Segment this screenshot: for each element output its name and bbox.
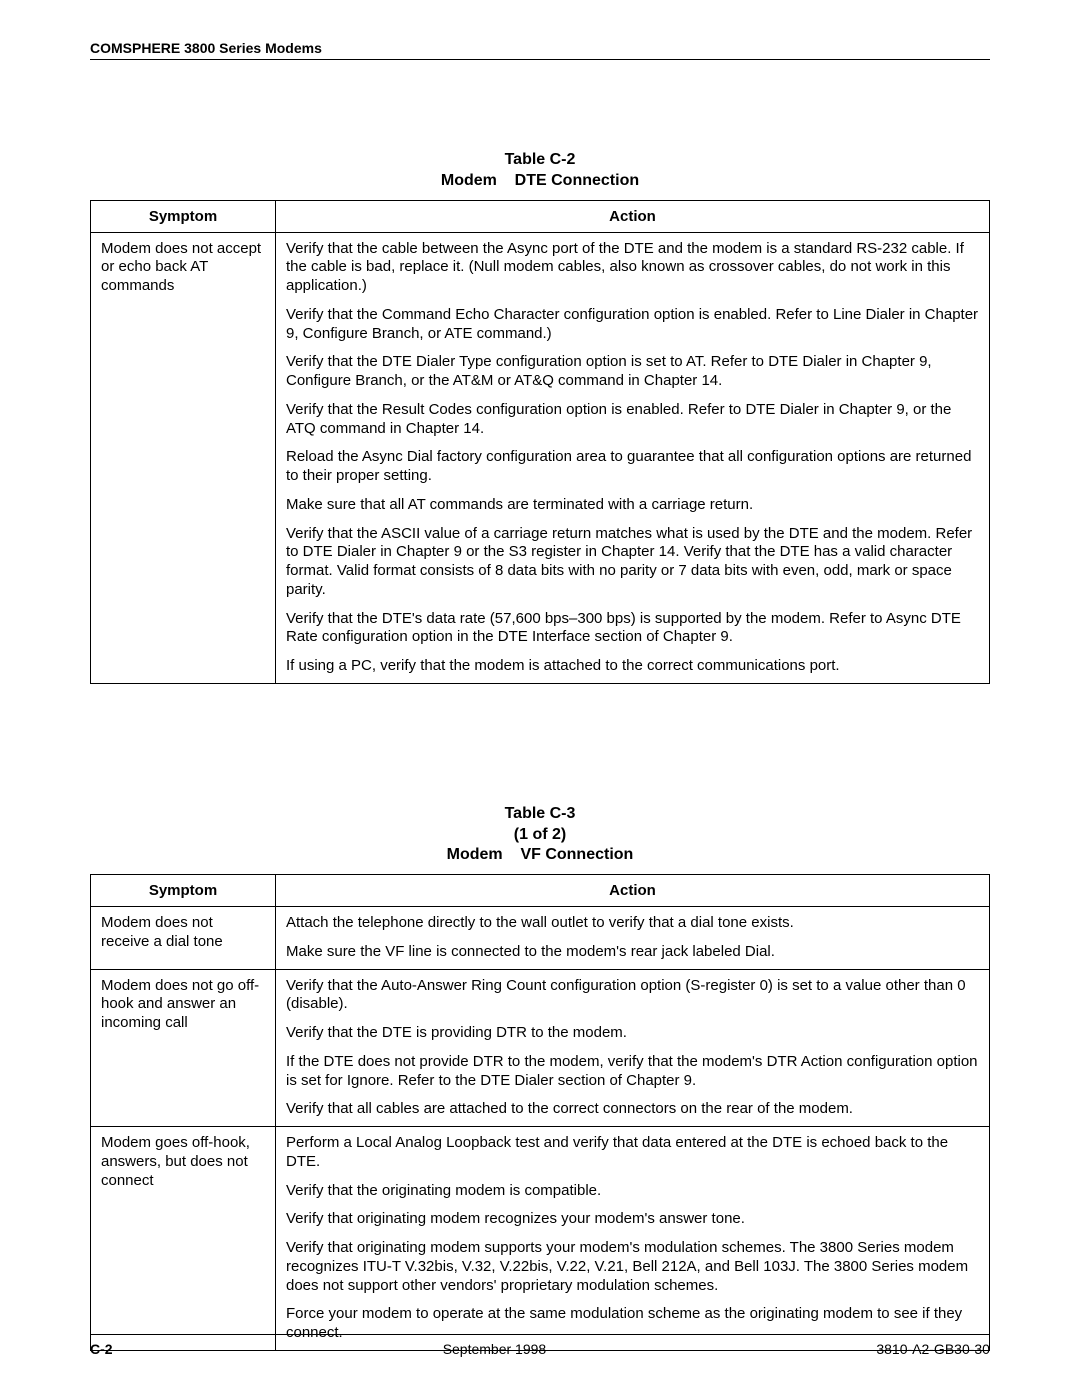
action-item: Make sure that all AT commands are termi…	[286, 496, 979, 515]
table-c3-title: Table C-3 (1 of 2) Modem VF Connection	[90, 804, 990, 866]
table-c2-head-action: Action	[276, 200, 990, 232]
table-c2-title-line2: Modem DTE Connection	[90, 171, 990, 192]
table-c3-head: Symptom Action	[91, 875, 990, 907]
action-item: Verify that the originating modem is com…	[286, 1182, 979, 1201]
action-item: Perform a Local Analog Loopback test and…	[286, 1134, 979, 1172]
action-item: Verify that the Command Echo Character c…	[286, 306, 979, 344]
table-row: Modem does not accept or echo back AT co…	[91, 232, 990, 683]
table-c3-title-line2: (1 of 2)	[90, 825, 990, 846]
action-cell: Verify that the cable between the Async …	[276, 232, 990, 683]
symptom-cell: Modem does not go off-hook and answer an…	[91, 969, 276, 1127]
action-item: Attach the telephone directly to the wal…	[286, 914, 979, 933]
footer-doc: 3810-A2-GB30-30	[876, 1341, 990, 1357]
table-c3-head-action: Action	[276, 875, 990, 907]
table-c2-head-symptom: Symptom	[91, 200, 276, 232]
header-title: COMSPHERE 3800 Series Modems	[90, 40, 322, 56]
action-cell: Perform a Local Analog Loopback test and…	[276, 1127, 990, 1351]
action-item: Verify that the ASCII value of a carriag…	[286, 525, 979, 600]
action-item: Verify that the DTE is providing DTR to …	[286, 1024, 979, 1043]
action-item: Verify that the DTE Dialer Type configur…	[286, 353, 979, 391]
action-item: Reload the Async Dial factory configurat…	[286, 448, 979, 486]
action-list: Verify that the cable between the Async …	[286, 240, 979, 676]
action-list: Perform a Local Analog Loopback test and…	[286, 1134, 979, 1343]
table-c2-title-line1: Table C-2	[90, 150, 990, 171]
table-c3: Symptom Action Modem does not receive a …	[90, 874, 990, 1351]
table-c3-body: Modem does not receive a dial tone Attac…	[91, 907, 990, 1351]
action-item: Verify that the Auto-Answer Ring Count c…	[286, 977, 979, 1015]
action-item: Make sure the VF line is connected to th…	[286, 943, 979, 962]
footer-date: September 1998	[443, 1341, 547, 1357]
action-item: If using a PC, verify that the modem is …	[286, 657, 979, 676]
table-c3-title-line3: Modem VF Connection	[90, 845, 990, 866]
action-cell: Attach the telephone directly to the wal…	[276, 907, 990, 970]
table-row: Modem goes off-hook, answers, but does n…	[91, 1127, 990, 1351]
action-item: If the DTE does not provide DTR to the m…	[286, 1053, 979, 1091]
symptom-cell: Modem does not accept or echo back AT co…	[91, 232, 276, 683]
symptom-cell: Modem goes off-hook, answers, but does n…	[91, 1127, 276, 1351]
table-c2-head: Symptom Action	[91, 200, 990, 232]
table-c3-head-symptom: Symptom	[91, 875, 276, 907]
action-cell: Verify that the Auto-Answer Ring Count c…	[276, 969, 990, 1127]
action-item: Verify that originating modem recognizes…	[286, 1210, 979, 1229]
action-list: Verify that the Auto-Answer Ring Count c…	[286, 977, 979, 1120]
table-c2-body: Modem does not accept or echo back AT co…	[91, 232, 990, 683]
action-item: Verify that originating modem supports y…	[286, 1239, 979, 1295]
action-list: Attach the telephone directly to the wal…	[286, 914, 979, 962]
table-c2: Symptom Action Modem does not accept or …	[90, 200, 990, 684]
page-footer: C-2 September 1998 3810-A2-GB30-30	[90, 1334, 990, 1357]
table-row: Modem does not go off-hook and answer an…	[91, 969, 990, 1127]
table-row: Modem does not receive a dial tone Attac…	[91, 907, 990, 970]
table-c2-title: Table C-2 Modem DTE Connection	[90, 150, 990, 192]
action-item: Verify that all cables are attached to t…	[286, 1100, 979, 1119]
footer-page: C-2	[90, 1341, 113, 1357]
table-c3-title-line1: Table C-3	[90, 804, 990, 825]
page-header: COMSPHERE 3800 Series Modems	[90, 40, 990, 60]
action-item: Verify that the DTE's data rate (57,600 …	[286, 610, 979, 648]
symptom-cell: Modem does not receive a dial tone	[91, 907, 276, 970]
action-item: Verify that the cable between the Async …	[286, 240, 979, 296]
action-item: Verify that the Result Codes configurati…	[286, 401, 979, 439]
